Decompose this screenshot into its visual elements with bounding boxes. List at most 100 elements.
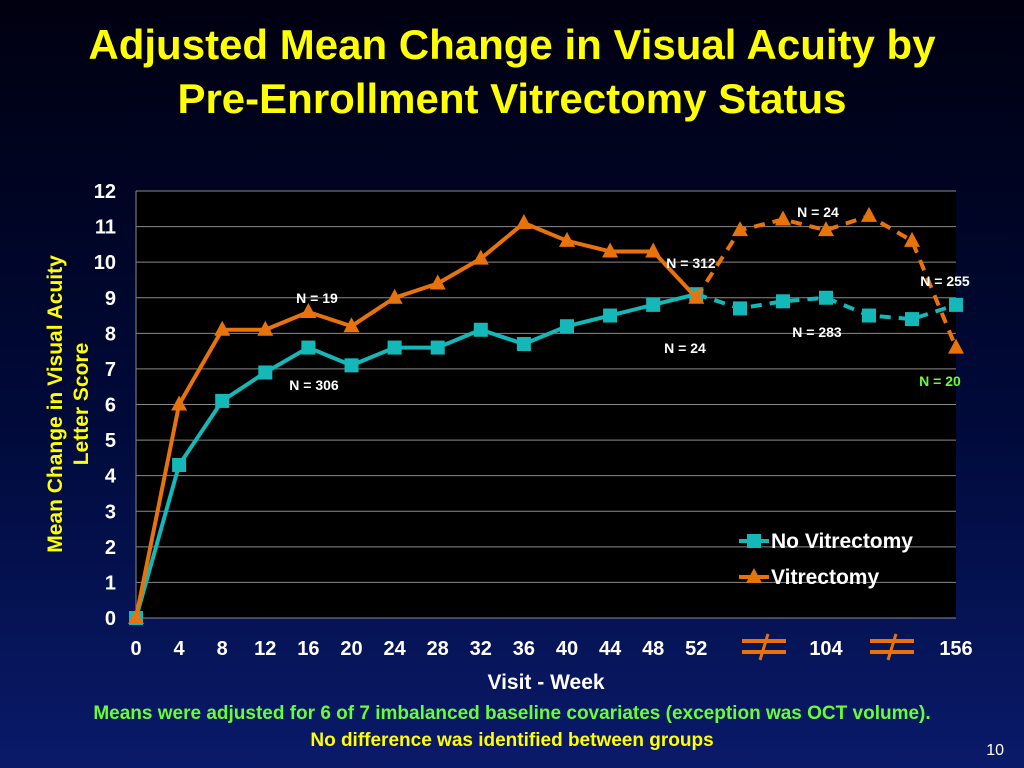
x-tick-label: 28 — [427, 638, 449, 660]
x-tick-label: 52 — [685, 638, 707, 660]
x-tick-label: 8 — [217, 638, 228, 660]
data-point-square — [646, 297, 661, 312]
data-point-square — [172, 457, 187, 472]
n-annotation: N = 283 — [792, 324, 842, 340]
data-point-triangle — [688, 288, 705, 304]
x-axis-ticks: 0 4 8 12 16 20 24 28 32 36 40 44 48 52 104 156 — [130, 638, 972, 660]
data-point-triangle — [948, 338, 964, 354]
y-tick-label: 11 — [95, 217, 116, 239]
data-point-square — [516, 337, 531, 352]
n-annotation: N = 306 — [289, 377, 339, 393]
data-point-triangle — [602, 242, 619, 258]
legend-marker-square — [747, 534, 761, 548]
data-point-triangle — [515, 214, 532, 230]
y-tick-label: 0 — [105, 608, 116, 630]
x-tick-label: 104 — [809, 638, 843, 660]
data-point-triangle — [386, 288, 403, 304]
data-point-triangle — [171, 395, 188, 411]
data-point-triangle — [818, 221, 834, 237]
gridlines — [135, 190, 956, 619]
legend-marker-triangle — [746, 568, 762, 583]
axis-breaks — [742, 633, 914, 661]
footnote-line-2: No difference was identified between gro… — [310, 730, 714, 751]
series-vitrectomy — [128, 206, 964, 624]
data-point-square — [905, 312, 919, 327]
data-point-triangle — [775, 210, 791, 226]
data-point-square — [430, 340, 445, 355]
data-point-square — [560, 319, 574, 334]
data-point-square — [603, 308, 618, 323]
data-point-square — [733, 301, 747, 316]
data-point-triangle — [300, 302, 317, 318]
y-axis-label-line-2: Letter Score — [70, 343, 93, 466]
y-tick-label: 4 — [105, 466, 117, 488]
n-annotation: N = 255 — [920, 273, 970, 289]
data-point-square — [258, 365, 273, 380]
data-point-triangle — [429, 274, 446, 290]
x-tick-label: 4 — [174, 638, 186, 660]
data-point-triangle — [645, 242, 662, 258]
data-point-triangle — [128, 609, 144, 624]
x-axis-label: Visit - Week — [487, 671, 604, 694]
y-tick-label: 8 — [105, 323, 116, 345]
axis-break-icon — [870, 633, 914, 661]
data-point-triangle — [472, 249, 489, 265]
data-point-triangle — [257, 320, 274, 336]
series-no-vitrectomy — [129, 287, 963, 625]
y-tick-label: 3 — [105, 501, 116, 523]
x-tick-label: 12 — [254, 638, 276, 660]
y-tick-label: 2 — [105, 537, 116, 559]
y-tick-label: 7 — [105, 359, 116, 381]
data-point-square — [862, 308, 876, 323]
data-point-triangle — [732, 221, 748, 237]
footnote-line-1: Means were adjusted for 6 of 7 imbalance… — [93, 703, 931, 724]
y-tick-label: 5 — [105, 430, 116, 452]
x-tick-label: 16 — [297, 638, 319, 660]
data-point-square — [949, 297, 963, 312]
axis-break-slash — [886, 633, 898, 661]
y-tick-label: 10 — [94, 252, 116, 274]
slide-number: 10 — [986, 742, 1004, 759]
data-point-square — [776, 294, 790, 309]
data-point-square — [301, 340, 316, 355]
x-tick-label: 48 — [642, 638, 664, 660]
n-annotation: N = 19 — [296, 290, 338, 306]
n-annotation: N = 312 — [666, 255, 716, 271]
data-point-square — [344, 358, 359, 373]
series-layer — [128, 206, 964, 625]
data-point-triangle — [904, 231, 920, 247]
x-tick-label: 20 — [340, 638, 362, 660]
data-point-square — [819, 290, 833, 305]
data-point-triangle — [559, 231, 575, 247]
n-annotation: N = 24 — [797, 204, 839, 220]
n-annotation: N = 24 — [664, 340, 706, 356]
title-line-2: Pre-Enrollment Vitrectomy Status — [177, 75, 847, 122]
data-point-square — [473, 322, 488, 337]
axis-break-icon — [742, 633, 786, 661]
n-annotation: N = 20 — [919, 373, 961, 389]
y-axis-label-line-1: Mean Change in Visual Acuity — [44, 255, 67, 553]
x-tick-label: 36 — [513, 638, 535, 660]
x-tick-label: 156 — [939, 638, 972, 660]
x-tick-label: 0 — [130, 638, 141, 660]
x-tick-label: 44 — [599, 638, 622, 660]
y-tick-label: 6 — [105, 395, 116, 417]
x-tick-label: 40 — [556, 638, 578, 660]
y-tick-label: 12 — [94, 181, 116, 203]
series-line-solid — [134, 221, 698, 619]
title-line-1: Adjusted Mean Change in Visual Acuity by — [88, 21, 936, 68]
legend-label: No Vitrectomy — [771, 530, 913, 553]
data-point-triangle — [214, 320, 231, 336]
series-line-solid — [134, 292, 697, 619]
data-point-triangle — [861, 206, 877, 222]
annotations: N = 19 N = 306 N = 312 N = 24 N = 24 N = 283 N… — [289, 204, 970, 393]
x-tick-label: 24 — [383, 638, 406, 660]
legend: No Vitrectomy Vitrectomy — [739, 530, 913, 589]
slide-title: Adjusted Mean Change in Visual Acuity by… — [0, 18, 1024, 126]
y-tick-label: 9 — [105, 288, 116, 310]
legend-label: Vitrectomy — [771, 566, 879, 589]
x-tick-label: 32 — [470, 638, 492, 660]
data-point-square — [215, 393, 230, 408]
